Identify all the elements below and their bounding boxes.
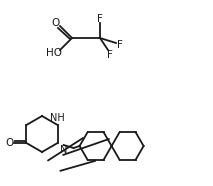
Text: O: O bbox=[5, 138, 14, 148]
Text: NH: NH bbox=[50, 113, 65, 123]
Text: F: F bbox=[117, 40, 123, 50]
Text: O: O bbox=[52, 18, 60, 28]
Text: F: F bbox=[97, 14, 103, 24]
Text: HO: HO bbox=[46, 48, 62, 58]
Text: N: N bbox=[60, 145, 67, 155]
Text: F: F bbox=[107, 50, 113, 60]
